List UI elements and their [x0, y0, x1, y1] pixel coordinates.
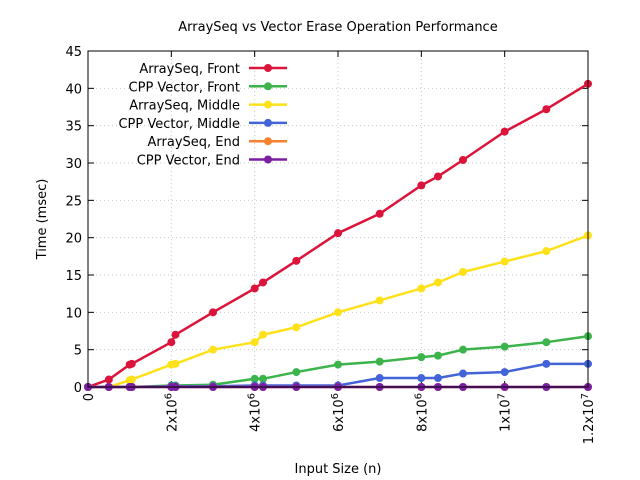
data-point [167, 338, 176, 347]
data-point [127, 375, 136, 384]
legend-marker [264, 118, 272, 127]
data-point [375, 209, 384, 218]
y-tick-label: 35 [65, 120, 82, 135]
data-point [334, 308, 342, 317]
data-point [542, 338, 551, 347]
data-point [292, 368, 301, 377]
grid-layer [88, 51, 588, 387]
legend-label: ArraySeq, Middle [129, 99, 240, 114]
data-point [542, 247, 551, 256]
y-tick-label: 30 [65, 157, 82, 172]
x-tick-label: 8x106 [413, 393, 430, 432]
tick-label-layer: 0 5 10 15 20 25 30 35 40 45 0 2x106 4x106 6x106 8x106 1… [65, 45, 597, 444]
y-tick-label: 45 [65, 45, 82, 60]
series-arrayseq-middle [84, 231, 592, 391]
legend-entry: ArraySeq, Front [139, 62, 287, 77]
data-point [500, 368, 509, 377]
legend-marker [264, 155, 272, 164]
x-tick-label: 1.2x107 [580, 393, 597, 444]
data-point [292, 256, 301, 265]
series-arrayseq-front [84, 79, 592, 391]
y-tick-label: 10 [65, 306, 82, 321]
data-point [292, 323, 301, 332]
data-point [334, 360, 342, 369]
legend-label: CPP Vector, End [137, 154, 240, 169]
y-tick-label: 5 [74, 344, 82, 359]
data-point [542, 359, 551, 368]
legend-label: CPP Vector, Middle [118, 117, 240, 132]
data-point [417, 284, 426, 293]
legend-entry: CPP Vector, Middle [118, 117, 287, 132]
data-point [434, 374, 442, 383]
legend-entry: ArraySeq, End [148, 135, 287, 150]
data-point [334, 229, 342, 238]
data-point [259, 374, 267, 383]
legend-marker [264, 82, 272, 91]
data-point [171, 330, 180, 339]
x-axis-label: Input Size (n) [295, 462, 382, 477]
data-point [259, 278, 267, 287]
data-point [459, 268, 467, 277]
plot-frame [87, 50, 589, 388]
data-point [250, 374, 259, 383]
data-point [417, 353, 426, 362]
legend-entry: ArraySeq, Middle [129, 99, 287, 114]
data-point [375, 374, 384, 383]
data-point [250, 338, 259, 347]
data-point [500, 127, 509, 136]
legend-label: ArraySeq, End [148, 135, 241, 150]
x-tick-label: 4x106 [247, 393, 264, 432]
legend-entry: CPP Vector, Front [129, 80, 287, 95]
data-point [459, 369, 467, 378]
y-tick-label: 40 [65, 82, 82, 97]
data-point [209, 345, 217, 354]
data-point [434, 172, 442, 181]
legend-label: ArraySeq, Front [139, 62, 240, 77]
legend-label: CPP Vector, Front [129, 80, 240, 95]
data-point [500, 257, 509, 266]
legend-marker [264, 100, 272, 109]
y-tick-label: 0 [74, 381, 82, 396]
data-point [375, 296, 384, 305]
data-point [542, 105, 551, 114]
data-point [417, 374, 426, 383]
data-point [127, 359, 136, 368]
data-point [250, 284, 259, 293]
y-tick-label: 25 [65, 194, 82, 209]
data-point [259, 330, 267, 339]
chart-title: ArraySeq vs Vector Erase Operation Perfo… [178, 20, 497, 35]
data-point [434, 278, 442, 287]
x-tick-label: 2x106 [163, 393, 180, 432]
legend-marker [264, 64, 272, 72]
x-tick-label: 0 [82, 393, 97, 401]
data-point [434, 351, 442, 360]
legend: ArraySeq, Front CPP Vector, Front ArraySeq… [118, 62, 287, 169]
data-point [459, 345, 467, 354]
legend-marker [264, 137, 272, 146]
data-point [375, 357, 384, 366]
x-tick-label: 6x106 [330, 393, 347, 432]
x-tick-label: 1x107 [497, 393, 514, 432]
y-tick-label: 15 [65, 269, 82, 284]
y-axis-label: Time (msec) [35, 179, 50, 261]
data-point [417, 181, 426, 190]
data-point [500, 342, 509, 351]
data-point [104, 375, 113, 384]
y-tick-label: 20 [65, 232, 82, 247]
data-point [209, 308, 217, 317]
data-point [171, 359, 180, 368]
legend-entry: CPP Vector, End [137, 154, 287, 169]
data-point [459, 156, 467, 165]
